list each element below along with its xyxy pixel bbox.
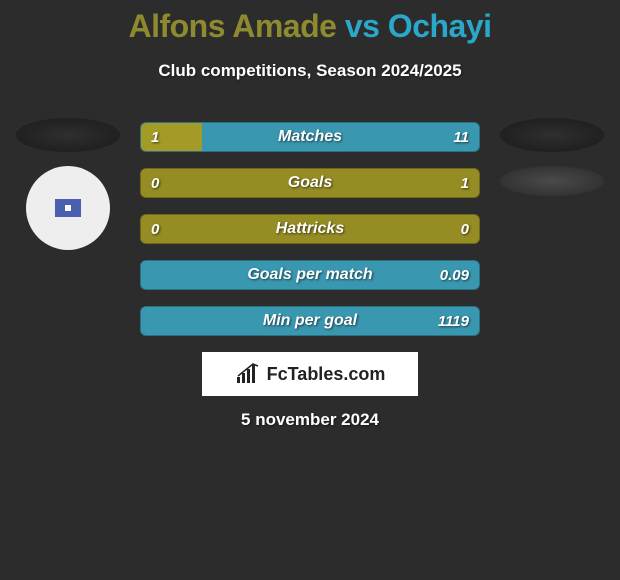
comparison-title: Alfons Amade vs Ochayi xyxy=(0,0,620,45)
player1-flag-circle xyxy=(26,166,110,250)
player1-avatar-placeholder xyxy=(16,118,120,152)
player1-name: Alfons Amade xyxy=(128,8,336,44)
stat-label: Min per goal xyxy=(141,307,479,335)
stat-label: Goals per match xyxy=(141,261,479,289)
stat-bar-row: 01Goals xyxy=(140,168,480,198)
player2-name: Ochayi xyxy=(388,8,492,44)
player2-avatar-placeholder xyxy=(500,118,604,152)
player2-flag-placeholder xyxy=(500,166,604,196)
chart-icon xyxy=(235,363,261,385)
date-text: 5 november 2024 xyxy=(0,410,620,430)
stat-bar-row: 0.09Goals per match xyxy=(140,260,480,290)
right-player-column xyxy=(492,118,612,196)
stat-label: Hattricks xyxy=(141,215,479,243)
branding-text: FcTables.com xyxy=(267,364,386,385)
branding-box: FcTables.com xyxy=(202,352,418,396)
stat-bar-row: 1119Min per goal xyxy=(140,306,480,336)
stat-label: Goals xyxy=(141,169,479,197)
left-player-column xyxy=(8,118,128,250)
stat-bar-row: 00Hattricks xyxy=(140,214,480,244)
stat-bars: 111Matches 01Goals 00Hattricks 0.09Goals pe… xyxy=(140,122,480,352)
vs-text: vs xyxy=(345,8,380,44)
subtitle: Club competitions, Season 2024/2025 xyxy=(0,61,620,81)
flag-icon xyxy=(55,199,81,217)
stat-label: Matches xyxy=(141,123,479,151)
stat-bar-row: 111Matches xyxy=(140,122,480,152)
